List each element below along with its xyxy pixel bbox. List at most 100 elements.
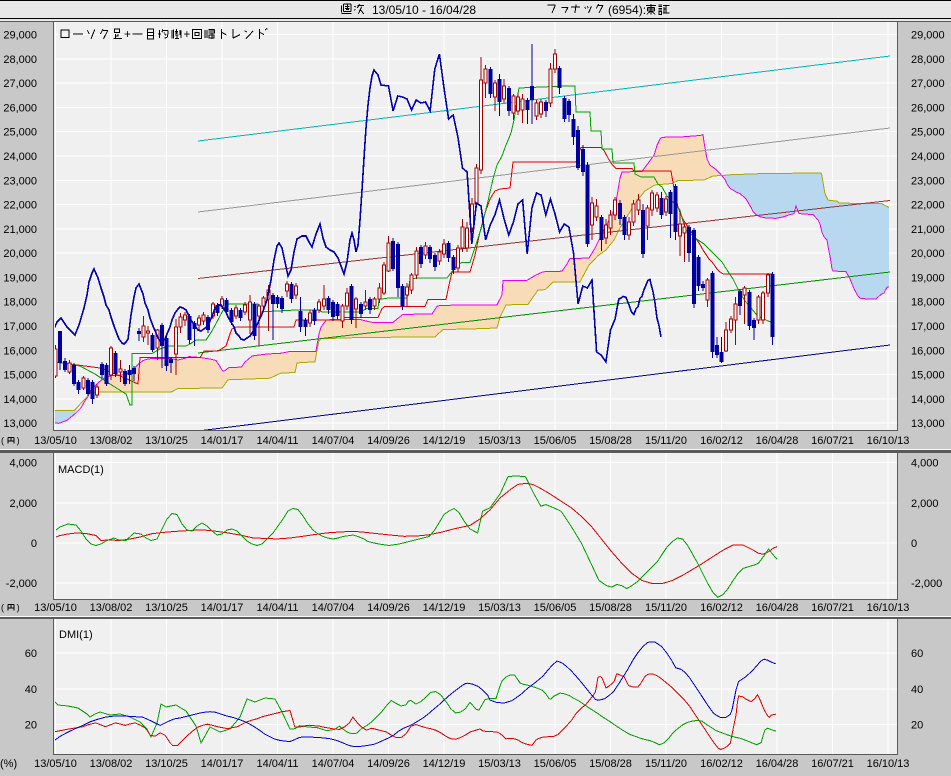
svg-text:15/08/28: 15/08/28 xyxy=(589,435,632,447)
svg-text:14/04/11: 14/04/11 xyxy=(256,758,298,770)
svg-text:0: 0 xyxy=(911,538,917,550)
svg-text:13/10/25: 13/10/25 xyxy=(145,758,188,770)
svg-text:16/02/12: 16/02/12 xyxy=(700,602,743,614)
svg-text:): ) xyxy=(17,602,20,612)
svg-text:14/09/26: 14/09/26 xyxy=(367,758,410,770)
svg-text:40: 40 xyxy=(25,684,37,696)
svg-text:+: + xyxy=(124,27,131,41)
svg-text:15/03/13: 15/03/13 xyxy=(478,758,521,770)
svg-text:15/06/05: 15/06/05 xyxy=(534,602,577,614)
svg-text:22,000: 22,000 xyxy=(911,200,945,212)
svg-text:25,000: 25,000 xyxy=(3,127,37,139)
svg-text:2,000: 2,000 xyxy=(911,498,939,510)
svg-text:MACD(1): MACD(1) xyxy=(58,464,104,476)
svg-text:15/03/13: 15/03/13 xyxy=(478,435,521,447)
svg-text:14/07/04: 14/07/04 xyxy=(312,602,355,614)
svg-text:40: 40 xyxy=(911,684,923,696)
svg-text:DMI(1): DMI(1) xyxy=(59,629,93,641)
svg-text:22,000: 22,000 xyxy=(3,200,37,212)
svg-text:13/08/02: 13/08/02 xyxy=(90,602,133,614)
svg-text:16/02/12: 16/02/12 xyxy=(700,758,743,770)
svg-text:13,000: 13,000 xyxy=(3,418,37,430)
svg-text:14/12/19: 14/12/19 xyxy=(423,602,466,614)
svg-text:14/01/17: 14/01/17 xyxy=(201,602,244,614)
svg-text:16/04/28: 16/04/28 xyxy=(756,435,799,447)
svg-text:15/06/05: 15/06/05 xyxy=(534,435,577,447)
svg-text:+: + xyxy=(183,27,190,41)
svg-text:16,000: 16,000 xyxy=(3,345,37,357)
svg-text:13/08/02: 13/08/02 xyxy=(90,435,133,447)
svg-text:16/10/13: 16/10/13 xyxy=(867,435,910,447)
svg-text:28,000: 28,000 xyxy=(911,54,945,66)
svg-text:26,000: 26,000 xyxy=(3,102,37,114)
svg-text:15/11/20: 15/11/20 xyxy=(645,435,687,447)
svg-text:14,000: 14,000 xyxy=(911,394,945,406)
svg-text:16/07/21: 16/07/21 xyxy=(811,602,854,614)
svg-text:16/07/21: 16/07/21 xyxy=(811,758,854,770)
svg-text:21,000: 21,000 xyxy=(3,224,37,236)
svg-text:2,000: 2,000 xyxy=(9,498,37,510)
svg-text:13/05/10 - 16/04/28: 13/05/10 - 16/04/28 xyxy=(372,3,476,17)
svg-text:60: 60 xyxy=(911,648,923,660)
svg-text:14/04/11: 14/04/11 xyxy=(256,602,298,614)
svg-text:19,000: 19,000 xyxy=(911,272,945,284)
svg-text:17,000: 17,000 xyxy=(3,321,37,333)
svg-text:16/04/28: 16/04/28 xyxy=(756,758,799,770)
svg-text:14/09/26: 14/09/26 xyxy=(367,435,410,447)
svg-text:20: 20 xyxy=(911,720,923,732)
svg-text:14/04/11: 14/04/11 xyxy=(256,435,298,447)
svg-text:23,000: 23,000 xyxy=(3,175,37,187)
svg-text:15/03/13: 15/03/13 xyxy=(478,602,521,614)
svg-text:17,000: 17,000 xyxy=(911,321,945,333)
svg-text:15/08/28: 15/08/28 xyxy=(589,602,632,614)
svg-text:13,000: 13,000 xyxy=(911,418,945,430)
svg-text:14/07/04: 14/07/04 xyxy=(312,435,355,447)
svg-text:(%): (%) xyxy=(0,758,17,770)
svg-text:-2,000: -2,000 xyxy=(911,578,942,590)
svg-text:16/04/28: 16/04/28 xyxy=(756,602,799,614)
svg-text:16/02/12: 16/02/12 xyxy=(700,435,743,447)
svg-text:13/10/25: 13/10/25 xyxy=(145,602,188,614)
svg-text:14/09/26: 14/09/26 xyxy=(367,602,410,614)
svg-text:20,000: 20,000 xyxy=(911,248,945,260)
svg-text:29,000: 29,000 xyxy=(3,30,37,42)
svg-text:18,000: 18,000 xyxy=(911,297,945,309)
svg-text:20,000: 20,000 xyxy=(3,248,37,260)
svg-text:(6954):: (6954): xyxy=(608,3,646,17)
svg-text:23,000: 23,000 xyxy=(911,175,945,187)
svg-text:15,000: 15,000 xyxy=(911,370,945,382)
svg-text:20: 20 xyxy=(25,720,37,732)
svg-text:19,000: 19,000 xyxy=(3,272,37,284)
svg-text:-2,000: -2,000 xyxy=(6,578,37,590)
svg-text:24,000: 24,000 xyxy=(3,151,37,163)
svg-text:60: 60 xyxy=(25,648,37,660)
svg-text:16/07/21: 16/07/21 xyxy=(811,435,854,447)
svg-text:27,000: 27,000 xyxy=(911,78,945,90)
svg-text:28,000: 28,000 xyxy=(3,54,37,66)
svg-text:14/01/17: 14/01/17 xyxy=(201,758,244,770)
svg-text:): ) xyxy=(17,435,20,445)
svg-text:14/07/04: 14/07/04 xyxy=(312,758,355,770)
svg-text:13/05/10: 13/05/10 xyxy=(34,435,77,447)
svg-text:15/11/20: 15/11/20 xyxy=(645,602,687,614)
svg-text:24,000: 24,000 xyxy=(911,151,945,163)
svg-text:(: ( xyxy=(1,602,4,612)
svg-text:16,000: 16,000 xyxy=(911,345,945,357)
svg-text:27,000: 27,000 xyxy=(3,78,37,90)
svg-text:16/10/13: 16/10/13 xyxy=(867,602,910,614)
svg-text:0: 0 xyxy=(31,538,37,550)
svg-text:14,000: 14,000 xyxy=(3,394,37,406)
svg-text:26,000: 26,000 xyxy=(911,102,945,114)
svg-text:25,000: 25,000 xyxy=(911,127,945,139)
svg-text:18,000: 18,000 xyxy=(3,297,37,309)
svg-text:13/05/10: 13/05/10 xyxy=(34,602,77,614)
svg-text:14/01/17: 14/01/17 xyxy=(201,435,244,447)
svg-text:15/06/05: 15/06/05 xyxy=(534,758,577,770)
svg-text:13/05/10: 13/05/10 xyxy=(34,758,77,770)
svg-text:4,000: 4,000 xyxy=(911,458,939,470)
svg-text:13/10/25: 13/10/25 xyxy=(145,435,188,447)
svg-text:14/12/19: 14/12/19 xyxy=(423,758,466,770)
svg-text:13/08/02: 13/08/02 xyxy=(90,758,133,770)
svg-text:15,000: 15,000 xyxy=(3,370,37,382)
svg-text:(: ( xyxy=(1,435,4,445)
